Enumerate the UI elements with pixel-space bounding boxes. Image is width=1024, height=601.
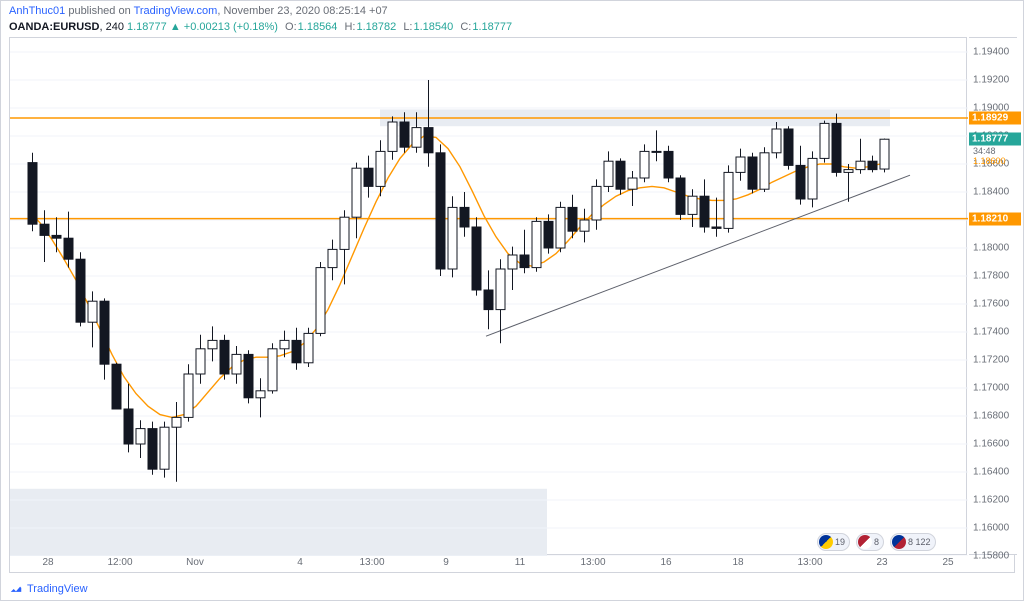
- interval: 240: [106, 21, 124, 33]
- price-tick: 1.16800: [973, 411, 1009, 422]
- symbol[interactable]: OANDA:EURUSD: [9, 21, 99, 33]
- site-link[interactable]: TradingView.com: [134, 5, 218, 17]
- change: +0.00213 (+0.18%): [184, 21, 278, 33]
- publish-time: November 23, 2020 08:25:14 +07: [223, 5, 387, 17]
- time-tick: Nov: [186, 557, 204, 568]
- price-tick: 1.19400: [973, 47, 1009, 58]
- ohlc-low: 1.18540: [414, 21, 454, 33]
- price-tick: 1.16600: [973, 439, 1009, 450]
- price-tick: 1.19200: [973, 75, 1009, 86]
- symbol-info: OANDA:EURUSD, 240 1.18777 ▲ +0.00213 (+0…: [9, 21, 512, 33]
- price-tick: 1.16000: [973, 523, 1009, 534]
- price-tick: 1.17200: [973, 355, 1009, 366]
- last-price: 1.18777: [127, 21, 167, 33]
- time-scale[interactable]: 28 12:00 Nov 4 13:00 9 11 13:00 16 18 13:00 23 25: [9, 555, 1015, 573]
- price-tick: 1.17400: [973, 327, 1009, 338]
- stat-badge[interactable]: 8: [856, 533, 884, 551]
- last-price-label: 1.18777: [969, 133, 1021, 146]
- chart-plot[interactable]: [9, 37, 967, 555]
- price-tick: 1.18000: [973, 243, 1009, 254]
- price-tick: 1.18400: [973, 187, 1009, 198]
- time-tick: 23: [876, 557, 887, 568]
- ohlc-high: 1.18782: [356, 21, 396, 33]
- flag-icon: [892, 535, 906, 549]
- direction-arrow: ▲: [170, 21, 181, 33]
- price-tick: 1.16200: [973, 495, 1009, 506]
- badge-count: 19: [835, 537, 845, 547]
- time-tick: 16: [660, 557, 671, 568]
- time-tick: 4: [297, 557, 303, 568]
- ma-value-label: 1.18600: [973, 156, 1006, 166]
- time-tick: 28: [42, 557, 53, 568]
- flag-icon: [858, 535, 872, 549]
- time-tick: 13:00: [359, 557, 384, 568]
- author-link[interactable]: AnhThuc01: [9, 5, 65, 17]
- ohlc-open: 1.18564: [298, 21, 338, 33]
- stat-badge[interactable]: 8 122: [890, 533, 936, 551]
- time-tick: 25: [942, 557, 953, 568]
- time-tick: 13:00: [580, 557, 605, 568]
- logo-icon: [9, 582, 23, 596]
- time-tick: 12:00: [107, 557, 132, 568]
- price-tick: 1.17800: [973, 271, 1009, 282]
- price-scale[interactable]: 1.158001.160001.162001.164001.166001.168…: [969, 37, 1017, 555]
- time-tick: 9: [443, 557, 449, 568]
- ohlc-close: 1.18777: [472, 21, 512, 33]
- time-tick: 18: [732, 557, 743, 568]
- badge-count: 8: [874, 537, 879, 547]
- badge-count: 8 122: [908, 537, 931, 547]
- level-price-label: 1.18210: [969, 212, 1021, 225]
- level-price-label: 1.18929: [969, 111, 1021, 124]
- stat-badge[interactable]: 19: [817, 533, 850, 551]
- bar-countdown: 34:48: [973, 146, 996, 156]
- price-tick: 1.16400: [973, 467, 1009, 478]
- flag-icon: [819, 535, 833, 549]
- time-tick: 11: [515, 557, 525, 568]
- time-tick: 13:00: [797, 557, 822, 568]
- publish-meta: AnhThuc01 published on TradingView.com, …: [9, 5, 388, 17]
- social-badges: 19 8 8 122: [817, 533, 936, 551]
- price-tick: 1.17600: [973, 299, 1009, 310]
- tradingview-logo[interactable]: TradingView: [9, 582, 88, 596]
- price-tick: 1.17000: [973, 383, 1009, 394]
